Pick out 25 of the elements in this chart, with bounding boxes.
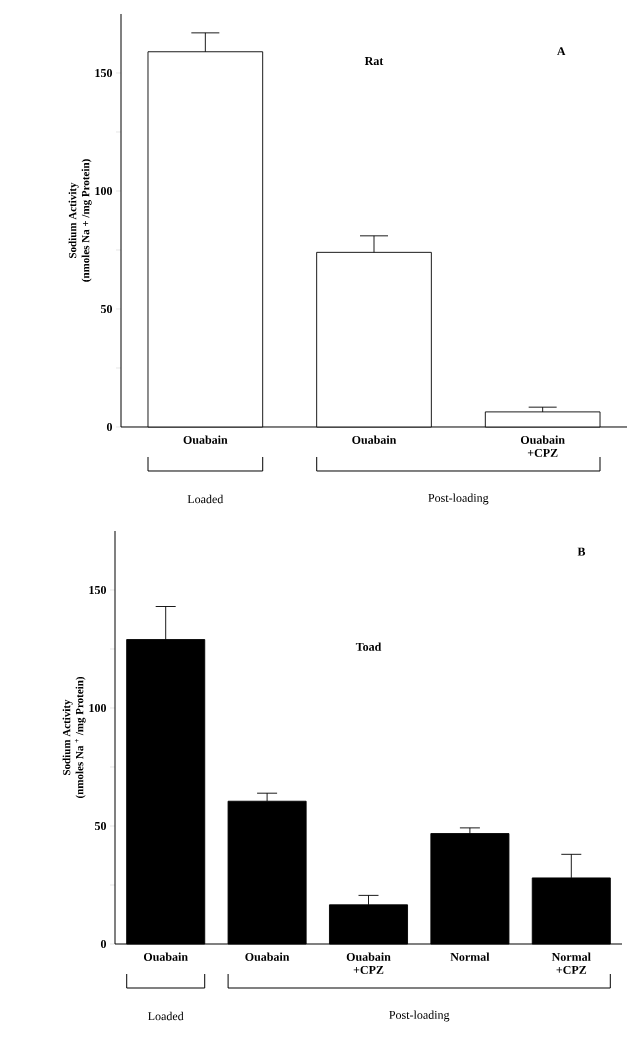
y-tick-label: 0 — [100, 939, 107, 949]
y-tick-label: 50 — [94, 821, 107, 831]
y-tick-label: 150 — [95, 68, 113, 78]
annotation: B — [577, 547, 586, 556]
x-tick-label: Ouabain — [183, 435, 228, 444]
x-tick-label: Normal — [450, 952, 490, 961]
y-tick-label: 100 — [95, 186, 113, 196]
x-tick-label: Ouabain +CPZ — [520, 435, 565, 457]
x-tick-label: Normal +CPZ — [551, 952, 591, 974]
text: Loaded — [148, 1011, 184, 1021]
text: Loaded — [187, 494, 224, 504]
y-tick-label: 100 — [89, 703, 107, 713]
text: Rat — [364, 57, 384, 66]
annotation: A — [557, 47, 566, 56]
text: Post-loading — [428, 493, 489, 505]
y-tick-label: 50 — [100, 304, 113, 314]
y-tick-label: 0 — [106, 422, 113, 432]
y-axis-title: Sodium Activity (nmoles Na + /mg Protein) — [68, 159, 92, 282]
text: Post-loading — [389, 1010, 450, 1022]
x-tick-label: Ouabain — [352, 435, 397, 444]
x-tick-label: Ouabain +CPZ — [346, 952, 391, 974]
x-tick-label: Ouabain — [143, 952, 188, 961]
y-tick-label: 150 — [89, 585, 107, 595]
x-tick-label: Ouabain — [245, 952, 290, 961]
text: Toad — [355, 642, 382, 651]
